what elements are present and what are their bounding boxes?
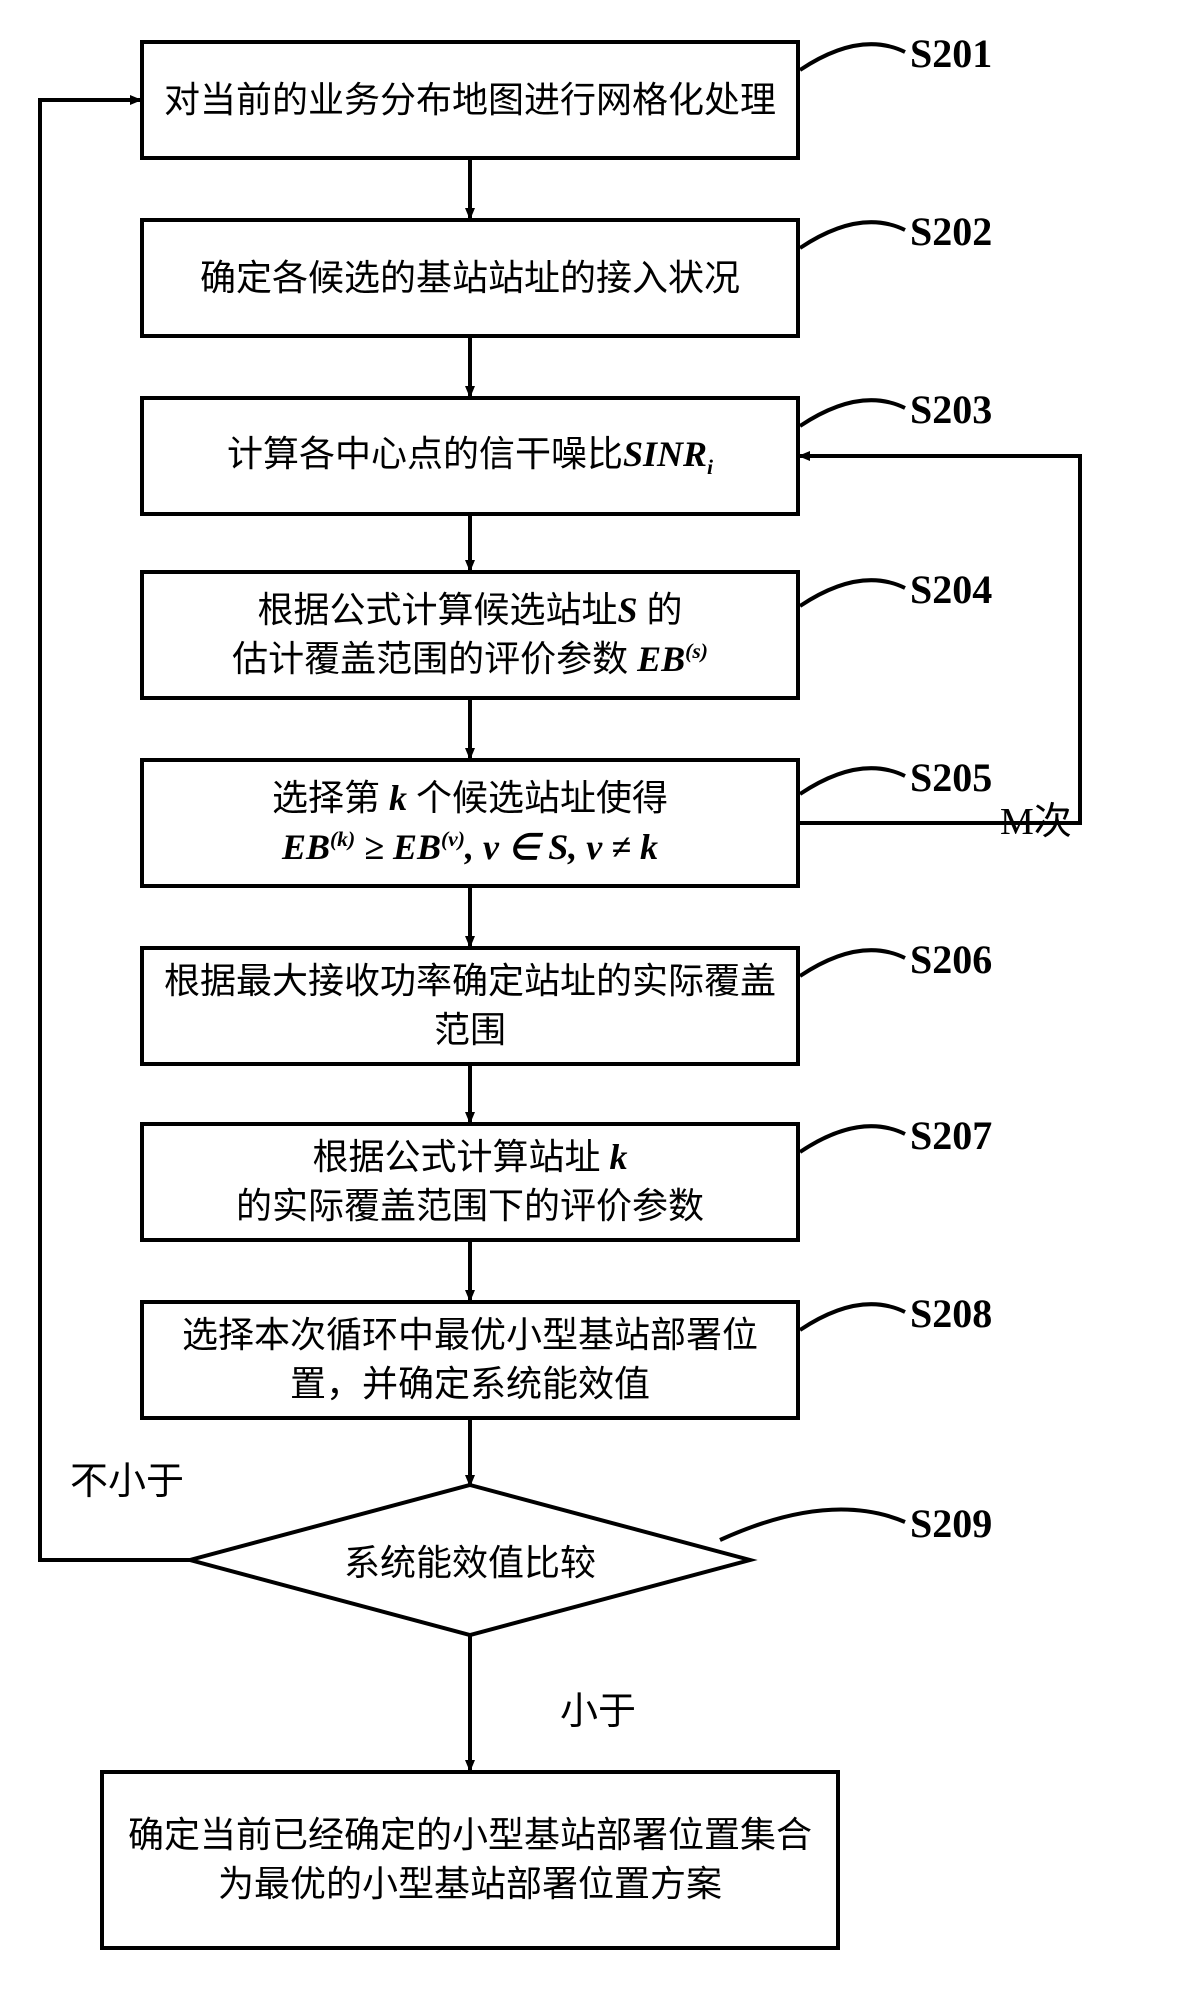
- loop-count-label: M次: [1000, 790, 1072, 845]
- final-box: 确定当前已经确定的小型基站部署位置集合为最优的小型基站部署位置方案: [100, 1770, 840, 1950]
- step-label-S205: S205: [910, 754, 992, 801]
- final-text: 确定当前已经确定的小型基站部署位置集合为最优的小型基站部署位置方案: [116, 1811, 824, 1908]
- step-text: 选择本次循环中最优小型基站部署位置，并确定系统能效值: [156, 1311, 784, 1408]
- step-S201: 对当前的业务分布地图进行网格化处理: [140, 40, 800, 160]
- step-label-S201: S201: [910, 30, 992, 77]
- step-text: 选择第 k 个候选站址使得 EB(k) ≥ EB(v), v ∈ S, v ≠ …: [272, 774, 668, 871]
- decision-S209: 系统能效值比较: [190, 1485, 750, 1635]
- step-text: 根据最大接收功率确定站址的实际覆盖范围: [156, 957, 784, 1054]
- step-S206: 根据最大接收功率确定站址的实际覆盖范围: [140, 946, 800, 1066]
- step-label-S208: S208: [910, 1290, 992, 1337]
- step-S203: 计算各中心点的信干噪比SINRi: [140, 396, 800, 516]
- step-text: 确定各候选的基站站址的接入状况: [200, 254, 740, 303]
- decision-text: 系统能效值比较: [190, 1534, 750, 1586]
- branch-label-yes: 小于: [560, 1680, 636, 1735]
- step-S208: 选择本次循环中最优小型基站部署位置，并确定系统能效值: [140, 1300, 800, 1420]
- step-label-S206: S206: [910, 936, 992, 983]
- step-S207: 根据公式计算站址 k 的实际覆盖范围下的评价参数: [140, 1122, 800, 1242]
- flowchart-canvas: 对当前的业务分布地图进行网格化处理 S201 确定各候选的基站站址的接入状况 S…: [0, 0, 1189, 1992]
- step-text: 根据公式计算候选站址S 的 估计覆盖范围的评价参数 EB(s): [232, 586, 708, 683]
- step-S202: 确定各候选的基站站址的接入状况: [140, 218, 800, 338]
- step-text: 根据公式计算站址 k 的实际覆盖范围下的评价参数: [236, 1133, 704, 1230]
- step-label-S203: S203: [910, 386, 992, 433]
- step-label-S202: S202: [910, 208, 992, 255]
- step-S204: 根据公式计算候选站址S 的 估计覆盖范围的评价参数 EB(s): [140, 570, 800, 700]
- step-text: 计算各中心点的信干噪比SINRi: [227, 430, 713, 482]
- step-S205: 选择第 k 个候选站址使得 EB(k) ≥ EB(v), v ∈ S, v ≠ …: [140, 758, 800, 888]
- branch-label-no: 不小于: [70, 1450, 184, 1505]
- step-label-S204: S204: [910, 566, 992, 613]
- step-label-S207: S207: [910, 1112, 992, 1159]
- step-label-S209: S209: [910, 1500, 992, 1547]
- step-text: 对当前的业务分布地图进行网格化处理: [164, 76, 776, 125]
